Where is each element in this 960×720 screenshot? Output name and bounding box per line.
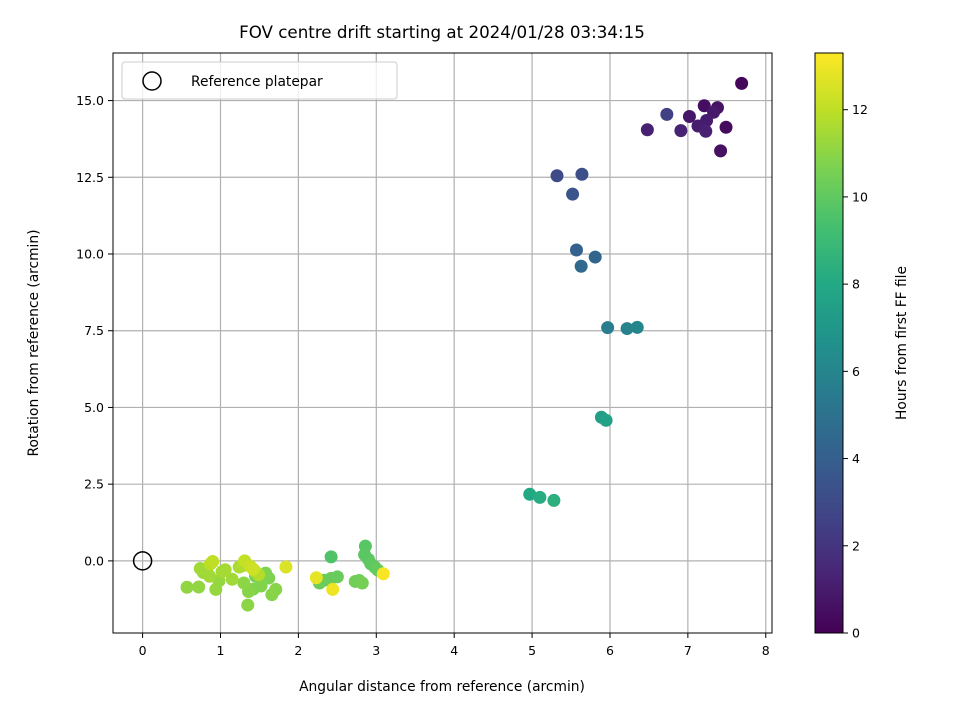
data-point (735, 76, 749, 90)
x-tick-label: 0 (139, 643, 147, 658)
data-point (193, 562, 207, 576)
y-tick-label: 5.0 (84, 400, 104, 415)
colorbar-tick-label: 10 (852, 189, 868, 204)
data-point (218, 563, 232, 577)
data-point (640, 123, 654, 137)
grid (113, 53, 772, 633)
data-point (674, 124, 688, 138)
colorbar-tick-label: 0 (852, 626, 860, 641)
data-point (533, 490, 547, 504)
data-point (237, 576, 251, 590)
x-tick-label: 6 (606, 643, 614, 658)
x-axis-ticks: 0 1 2 3 4 5 6 7 8 (139, 633, 770, 658)
data-point (660, 107, 674, 121)
data-point (550, 169, 564, 183)
y-tick-label: 10.0 (76, 247, 104, 262)
data-point (206, 554, 220, 568)
x-tick-label: 7 (684, 643, 692, 658)
data-point (599, 413, 613, 427)
legend: Reference platepar (121, 61, 398, 100)
legend-box (121, 61, 398, 100)
data-point (309, 571, 323, 585)
y-tick-label: 0.0 (84, 553, 104, 568)
data-point (620, 322, 634, 336)
x-tick-label: 4 (450, 643, 458, 658)
data-point (630, 320, 644, 334)
data-point (588, 250, 602, 264)
data-point (697, 99, 711, 113)
data-point (180, 580, 194, 594)
data-point (682, 110, 696, 124)
y-tick-label: 7.5 (84, 323, 104, 338)
data-point (246, 562, 260, 576)
colorbar-tick-label: 4 (852, 451, 860, 466)
data-point (719, 120, 733, 134)
y-axis-ticks: 0.0 2.5 5.0 7.5 10.0 12.5 15.0 (76, 93, 113, 568)
legend-label-reference: Reference platepar (191, 74, 323, 90)
colorbar-label: Hours from first FF file (894, 266, 910, 420)
x-tick-label: 2 (294, 643, 302, 658)
data-point (569, 243, 583, 257)
data-point (225, 572, 239, 586)
chart-title: FOV centre drift starting at 2024/01/28 … (239, 22, 645, 42)
data-point (523, 487, 537, 501)
x-tick-label: 3 (372, 643, 380, 658)
y-axis-label: Rotation from reference (arcmin) (26, 229, 42, 456)
y-tick-label: 12.5 (76, 170, 104, 185)
colorbar-tick-label: 2 (852, 538, 860, 553)
data-point (192, 580, 206, 594)
x-tick-label: 1 (217, 643, 225, 658)
data-point (575, 167, 589, 181)
data-point (262, 571, 276, 585)
scatter-points (180, 76, 749, 612)
data-point (566, 187, 580, 201)
data-point (547, 493, 561, 507)
data-point (574, 259, 588, 273)
data-point (279, 560, 293, 574)
colorbar (814, 52, 844, 634)
data-point (376, 567, 390, 581)
data-point (601, 321, 615, 335)
data-point (355, 576, 369, 590)
data-point (699, 124, 713, 138)
x-tick-label: 8 (762, 643, 770, 658)
legend-marker-icon (142, 71, 162, 91)
colorbar-ticks: 0 2 4 6 8 10 12 (843, 102, 868, 641)
reference-platepar-marker (132, 551, 153, 571)
colorbar-tick-label: 12 (852, 102, 868, 117)
data-point (241, 598, 255, 612)
x-tick-label: 5 (528, 643, 536, 658)
colorbar-tick-label: 6 (852, 364, 860, 379)
colorbar-tick-label: 8 (852, 277, 860, 292)
data-point (203, 569, 217, 583)
data-point (326, 582, 340, 596)
data-point (265, 588, 279, 602)
data-point (324, 550, 338, 564)
y-tick-label: 2.5 (84, 477, 104, 492)
plot-area-frame (112, 52, 773, 634)
y-tick-label: 15.0 (76, 93, 104, 108)
data-point (714, 144, 728, 158)
x-axis-label: Angular distance from reference (arcmin) (299, 679, 585, 695)
